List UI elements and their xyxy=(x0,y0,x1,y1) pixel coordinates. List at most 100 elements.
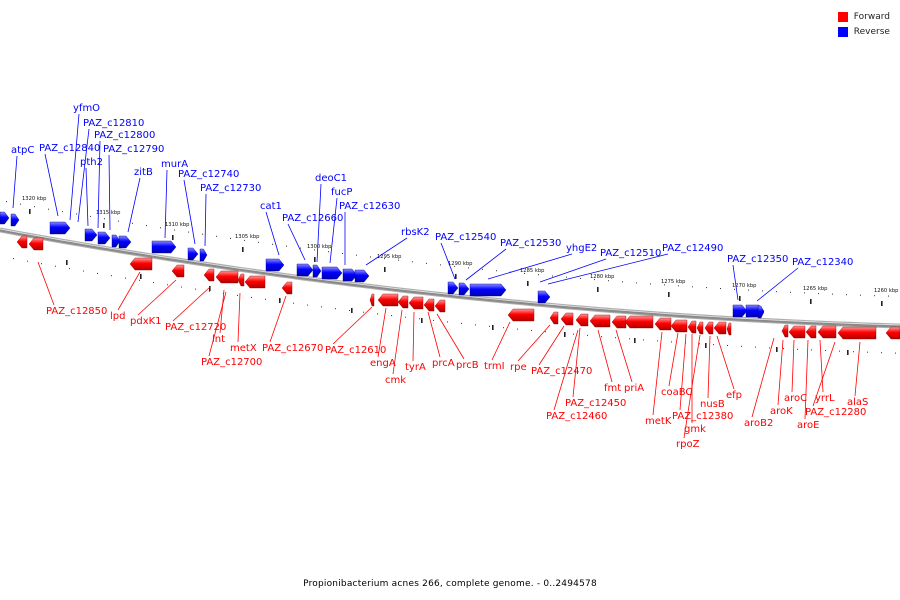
reverse-gene-arrow-9 xyxy=(199,248,208,262)
genome-caption: Propionibacterium acnes 266, complete ge… xyxy=(303,579,597,589)
gene-label-trmi: trmI xyxy=(484,361,505,372)
gene-label-paz-c12740: PAZ_c12740 xyxy=(178,169,239,180)
forward-gene-arrow-33 xyxy=(837,326,877,340)
leader-paz-c12700 xyxy=(208,291,227,357)
gene-label-fucp: fucP xyxy=(331,187,352,198)
scale-tick-label: 1300 kbp xyxy=(307,244,332,250)
leader-nusb xyxy=(707,335,711,399)
gene-label-paz-c12610: PAZ_c12610 xyxy=(325,345,386,356)
scale-tick-label: 1310 kbp xyxy=(165,222,190,228)
scale-dot xyxy=(594,279,595,281)
scale-ticks: 1320 kbp 1315 kbp 1310 kbp 1305 kbp 1300 kbp… xyxy=(22,196,899,355)
scale-dot xyxy=(818,293,819,295)
leader-metx xyxy=(237,292,241,343)
scale-tick-label: 1280 kbp xyxy=(590,274,615,280)
leader-rpe xyxy=(517,324,551,362)
leader-metk xyxy=(652,331,663,416)
leader-paz-c12470 xyxy=(538,325,565,366)
legend: Forward Reverse xyxy=(837,9,890,39)
scale-dot xyxy=(349,310,350,311)
scale-dot xyxy=(356,254,357,256)
scale-dot xyxy=(90,215,91,217)
gene-label-paz-c12790: PAZ_c12790 xyxy=(103,144,164,155)
leader-mura xyxy=(164,169,168,239)
scale-dot xyxy=(636,282,637,284)
scale-dot xyxy=(27,260,28,262)
leader-trmi xyxy=(491,321,511,361)
forward-gene-arrow-1 xyxy=(28,237,44,251)
gene-label-paz-c12530: PAZ_c12530 xyxy=(500,238,561,249)
scale-tick-label: 1315 kbp xyxy=(96,210,121,216)
scale-tick-mark xyxy=(103,223,105,228)
scale-tick-mark xyxy=(492,325,494,330)
forward-gene-arrow-24 xyxy=(687,320,697,334)
gene-label-efp: efp xyxy=(726,390,742,401)
scale-dot xyxy=(622,281,623,283)
scale-dot xyxy=(307,304,308,306)
scale-dot xyxy=(496,270,497,272)
gene-label-lnt: lnt xyxy=(212,334,225,345)
scale-dot xyxy=(111,275,112,277)
scale-tick-mark xyxy=(29,209,31,214)
gene-label-enga: engA xyxy=(370,358,396,369)
scale-dot xyxy=(678,285,679,287)
scale-dot xyxy=(811,349,812,351)
leader-arob2 xyxy=(751,337,775,418)
gene-label-atpc: atpC xyxy=(11,145,34,156)
scale-tick-label: 1260 kbp xyxy=(874,288,899,294)
scale-dot xyxy=(853,351,854,353)
leader-paz-c12840 xyxy=(44,153,59,217)
gene-label-prca: prcA xyxy=(432,358,455,369)
scale-dot xyxy=(832,293,833,295)
scale-dot xyxy=(650,283,651,285)
leader-paz-c12460 xyxy=(553,329,579,411)
gene-label-deoc1: deoC1 xyxy=(315,173,347,184)
scale-dot xyxy=(545,331,546,333)
leader-coabc xyxy=(668,332,679,387)
gene-label-coabc: coaBC xyxy=(661,387,692,398)
scale-dot xyxy=(874,295,875,297)
gene-label-paz-c12450: PAZ_c12450 xyxy=(565,398,626,409)
gene-label-paz-c12470: PAZ_c12470 xyxy=(531,366,592,377)
reverse-gene-arrow-16 xyxy=(447,281,459,295)
leader-zitb xyxy=(127,177,141,233)
scale-dot xyxy=(97,272,98,274)
scale-tick-mark xyxy=(739,296,741,301)
leader-alas xyxy=(854,341,861,397)
scale-dot xyxy=(195,288,196,290)
gene-label-paz-c12350: PAZ_c12350 xyxy=(727,254,788,265)
forward-gene-arrow-17 xyxy=(560,312,574,326)
legend-forward: Forward xyxy=(837,9,890,24)
gene-label-nusb: nusB xyxy=(700,399,725,410)
scale-dot xyxy=(881,352,882,354)
gene-label-aroe: aroE xyxy=(797,420,819,431)
reverse-gene-arrow-14 xyxy=(342,268,358,282)
gene-label-yhge2: yhgE2 xyxy=(566,243,597,254)
scale-tick-mark xyxy=(455,274,457,279)
forward-gene-arrow-31 xyxy=(805,325,817,339)
scale-dot xyxy=(573,333,574,335)
scale-dot xyxy=(419,318,420,320)
scale-dot xyxy=(671,341,672,343)
leader-cat1 xyxy=(265,211,280,256)
scale-tick-label: 1275 kbp xyxy=(661,279,686,285)
scale-dot xyxy=(209,290,210,292)
leader-enga xyxy=(377,307,387,358)
scale-dot xyxy=(216,235,217,237)
leader-deoc1 xyxy=(316,183,322,263)
scale-dot xyxy=(538,274,539,276)
gene-label-paz-c12340: PAZ_c12340 xyxy=(792,257,853,268)
forward-gene-arrow-0 xyxy=(16,235,28,249)
gene-label-cmk: cmk xyxy=(385,375,406,386)
forward-gene-arrow-19 xyxy=(589,314,611,328)
scale-dot xyxy=(83,270,84,272)
scale-tick-mark xyxy=(881,301,883,306)
scale-dot xyxy=(615,337,616,339)
leader-paz-c12740 xyxy=(183,179,196,245)
leader-paz-c12850 xyxy=(37,261,55,306)
forward-gene-arrow-12 xyxy=(408,296,424,310)
gene-label-fmt: fmt xyxy=(604,383,621,394)
scale-dot xyxy=(55,265,56,267)
scale-dot xyxy=(426,262,427,264)
gene-label-paz-c12630: PAZ_c12630 xyxy=(339,201,400,212)
